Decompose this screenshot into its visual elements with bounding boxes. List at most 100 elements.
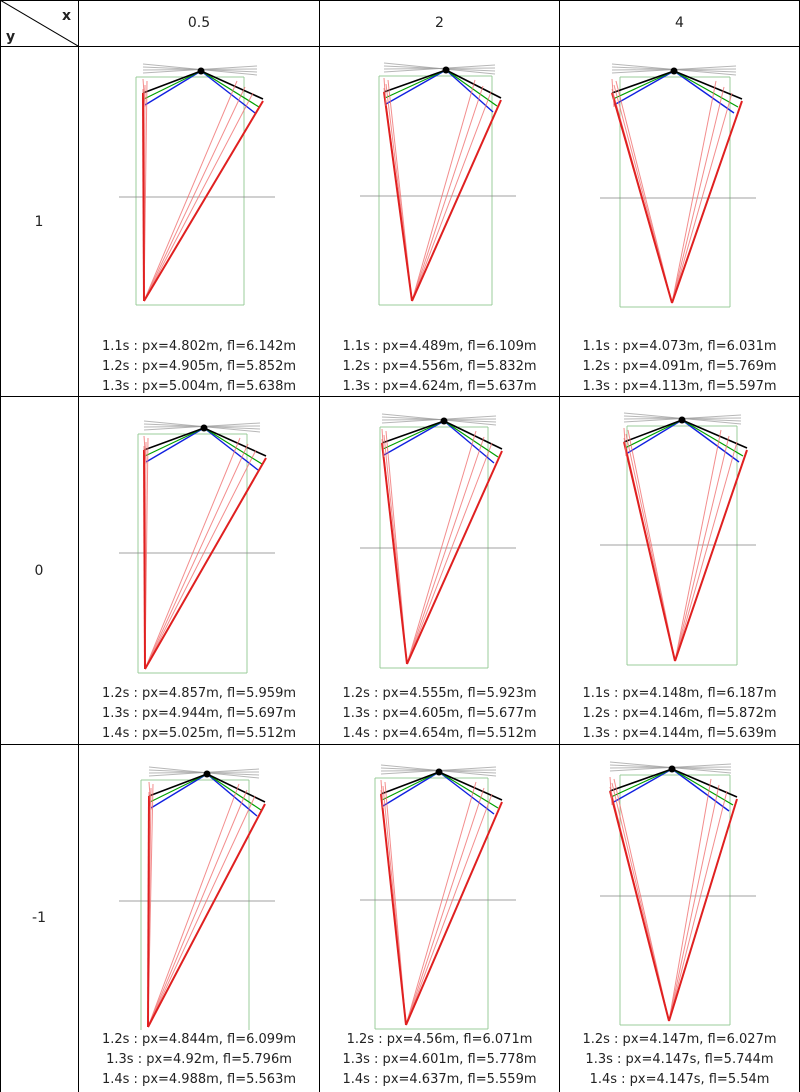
caption-line: 1.3s : px=4.624m, fl=5.637m — [342, 379, 537, 394]
red-frustum-edge — [411, 91, 492, 302]
red-frustum-edge — [406, 430, 477, 665]
caption-line: 1.1s : px=4.802m, fl=6.142m — [101, 339, 297, 354]
table-divider-row-1 — [0, 744, 800, 745]
caption-line: 1.2s : px=4.556m, fl=5.832m — [342, 359, 537, 374]
red-frustum-edge — [671, 92, 733, 304]
green-ray-right — [443, 420, 499, 458]
blue-ray-right — [443, 420, 495, 464]
caption-line: 1.3s : px=5.004m, fl=5.638m — [101, 379, 297, 394]
blue-ray-right — [671, 768, 730, 812]
blue-ray-left — [613, 70, 675, 106]
blue-ray-left — [383, 420, 445, 456]
red-frustum-edge-main-right — [674, 449, 748, 662]
blue-ray-right — [681, 419, 740, 463]
cell-r2-c1: 1.2s : px=4.56m, fl=6.071m 1.3s : px=4.6… — [320, 745, 559, 1092]
camera-pivot-dot — [440, 417, 448, 425]
green-ray-left — [624, 419, 683, 449]
caption-line: 1.2s : px=4.905m, fl=5.852m — [101, 359, 297, 374]
cell-r1-c2: 1.1s : px=4.148m, fl=6.187m 1.2s : px=4.… — [560, 397, 799, 744]
red-frustum-edge — [615, 80, 673, 304]
red-frustum-edge — [143, 86, 246, 302]
red-frustum-edge — [411, 85, 484, 302]
red-frustum-edge-main-left — [623, 441, 676, 662]
camera-pivot-dot — [670, 67, 678, 75]
red-frustum-edge — [674, 441, 738, 662]
red-frustum-edge — [671, 80, 717, 304]
red-frustum-edge-main-left — [143, 449, 146, 670]
blue-ray-left — [385, 69, 447, 105]
table-divider-col-1 — [319, 0, 320, 1092]
blue-ray-right — [445, 69, 494, 113]
camera-pivot-dot — [678, 416, 686, 424]
black-ray-left — [609, 768, 673, 792]
camera-pivot-dot — [435, 768, 443, 776]
caption-line: 1.1s : px=4.148m, fl=6.187m — [582, 686, 777, 701]
camera-frustum-diagram — [119, 420, 275, 674]
blue-ray-left — [144, 70, 202, 106]
x-axis-label: x — [62, 8, 72, 24]
column-header-0: 0.5 — [187, 15, 211, 31]
blue-ray-left — [611, 768, 673, 804]
red-frustum-edge — [147, 789, 248, 1028]
black-ray-right — [443, 420, 503, 450]
red-frustum-edge — [143, 80, 238, 302]
red-ray-stub — [142, 78, 146, 108]
y-axis-label: y — [6, 29, 16, 45]
gray-ray — [381, 415, 497, 424]
caption-line: 1.2s : px=4.56m, fl=6.071m — [346, 1032, 533, 1047]
red-ray-stub — [383, 77, 387, 107]
table-divider-col-0 — [78, 0, 79, 1092]
blue-ray-left — [145, 427, 205, 463]
column-header-2: 4 — [675, 15, 684, 31]
caption-line: 1.4s : px=4.637m, fl=5.559m — [342, 1072, 537, 1087]
cell-r0-c0: 1.1s : px=4.802m, fl=6.142m 1.2s : px=4.… — [79, 47, 319, 396]
green-ray-left — [384, 69, 447, 99]
red-ray-stub — [143, 435, 147, 465]
red-frustum-edge — [674, 429, 722, 662]
caption-line: 1.1s : px=4.073m, fl=6.031m — [582, 339, 777, 354]
red-frustum-edge-main-left — [609, 790, 670, 1022]
green-ray-right — [671, 768, 734, 806]
caption-line: 1.4s : px=4.147s, fl=5.54m — [589, 1072, 770, 1087]
cell-r1-c1: 1.2s : px=4.555m, fl=5.923m 1.3s : px=4.… — [320, 397, 559, 744]
red-frustum-edge — [668, 784, 720, 1022]
column-header-1: 2 — [435, 15, 444, 31]
blue-ray-left — [382, 771, 440, 807]
row-header-2: -1 — [32, 910, 46, 926]
camera-pivot-dot — [200, 424, 208, 432]
red-ray-stub — [609, 776, 613, 806]
red-frustum-edge-main-left — [380, 793, 407, 1026]
red-frustum-edge — [147, 783, 240, 1028]
cell-r0-c2: 1.1s : px=4.073m, fl=6.031m 1.2s : px=4.… — [560, 47, 799, 396]
red-frustum-edge — [406, 436, 485, 665]
black-ray-left — [383, 69, 447, 93]
gray-ray — [383, 64, 496, 73]
caption-line: 1.4s : px=4.654m, fl=5.512m — [342, 726, 537, 741]
table-divider-row-0 — [0, 396, 800, 397]
green-ray-right — [681, 419, 744, 457]
black-ray-right — [673, 70, 743, 100]
red-frustum-edge — [144, 443, 249, 670]
red-frustum-edge-main-left — [142, 92, 145, 302]
red-ray-stub — [381, 428, 385, 458]
corner-diagonal — [0, 0, 78, 46]
black-ray-left — [142, 70, 202, 94]
caption-line: 1.4s : px=5.025m, fl=5.512m — [101, 726, 297, 741]
red-frustum-edge-main-right — [671, 100, 743, 304]
red-frustum-edge — [405, 787, 485, 1026]
red-frustum-edge-main-right — [668, 798, 738, 1022]
red-frustum-edge — [668, 790, 728, 1022]
red-frustum-edge-main-right — [147, 803, 266, 1028]
cell-r2-c2: 1.2s : px=4.147m, fl=6.027m 1.3s : px=4.… — [560, 745, 799, 1092]
red-frustum-edge-main-left — [611, 92, 673, 304]
green-ray-left — [612, 70, 675, 100]
green-ray-right — [203, 427, 263, 465]
red-ray-stub — [611, 78, 615, 108]
green-ray-right — [438, 771, 499, 809]
camera-frustum-diagram — [360, 413, 516, 669]
camera-frustum-diagram — [360, 62, 516, 306]
red-frustum-edge — [144, 437, 241, 670]
black-ray-left — [148, 773, 208, 797]
red-frustum-edge-main-right — [143, 100, 264, 302]
